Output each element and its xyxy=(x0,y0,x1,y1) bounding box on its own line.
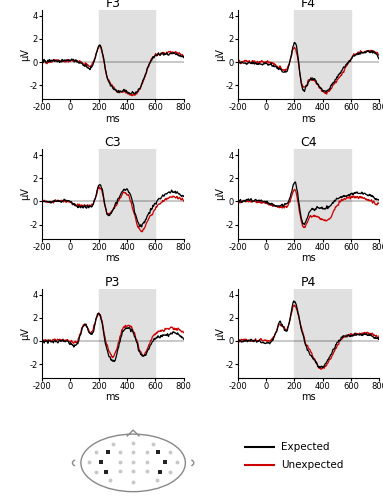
X-axis label: ms: ms xyxy=(106,114,120,124)
Title: C4: C4 xyxy=(300,136,317,149)
Title: F4: F4 xyxy=(301,0,316,10)
Y-axis label: μV: μV xyxy=(20,188,30,200)
Text: Unexpected: Unexpected xyxy=(282,460,344,470)
Title: P4: P4 xyxy=(301,276,316,288)
Bar xyxy=(294,288,351,378)
Bar xyxy=(99,10,155,99)
X-axis label: ms: ms xyxy=(106,392,120,402)
Y-axis label: μV: μV xyxy=(20,327,30,340)
Bar xyxy=(99,288,155,378)
X-axis label: ms: ms xyxy=(301,114,316,124)
Title: F3: F3 xyxy=(105,0,120,10)
X-axis label: ms: ms xyxy=(301,253,316,263)
Bar xyxy=(294,150,351,238)
Y-axis label: μV: μV xyxy=(215,188,225,200)
Title: P3: P3 xyxy=(105,276,121,288)
Y-axis label: μV: μV xyxy=(215,48,225,61)
Text: Expected: Expected xyxy=(282,442,330,452)
Title: C3: C3 xyxy=(105,136,121,149)
Bar xyxy=(99,150,155,238)
Y-axis label: μV: μV xyxy=(215,327,225,340)
Bar xyxy=(294,10,351,99)
X-axis label: ms: ms xyxy=(106,253,120,263)
Y-axis label: μV: μV xyxy=(20,48,30,61)
X-axis label: ms: ms xyxy=(301,392,316,402)
